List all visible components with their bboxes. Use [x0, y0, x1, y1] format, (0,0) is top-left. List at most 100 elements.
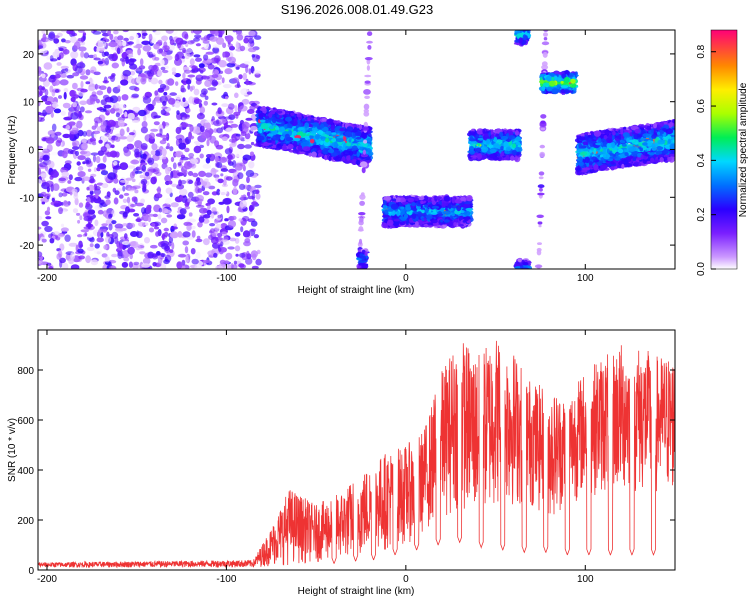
spectrogram-noise-cell [79, 75, 89, 80]
spectrogram-noise-cell [70, 36, 77, 43]
spectrogram-noise-cell [131, 178, 136, 183]
spectrogram-noise-cell [41, 220, 49, 227]
spectrogram-noise-cell [70, 51, 79, 59]
spectrogram-noise-cell [212, 44, 221, 49]
spectrogram-noise-cell [205, 51, 215, 55]
spectrogram-noise-cell [238, 183, 246, 190]
spectrogram-noise-cell [123, 192, 130, 196]
spectrogram-noise-cell [87, 168, 92, 172]
spectrogram-noise-cell [127, 53, 134, 58]
spectrogram-noise-cell [240, 194, 244, 202]
spectrogram-noise-cell [101, 183, 109, 189]
spectrogram-noise-cell [114, 136, 121, 142]
spectrogram-noise-cell [162, 154, 167, 160]
spectrogram-noise-cell [100, 30, 107, 34]
spectrogram-noise-cell [106, 151, 113, 157]
spectrogram-noise-cell [182, 72, 186, 80]
spectrogram-noise-cell [60, 73, 67, 78]
spectrogram-noise-cell [78, 202, 84, 208]
spectrogram-noise-cell [251, 54, 256, 58]
spectrogram-noise-cell [52, 51, 60, 58]
spectrogram-noise-cell [100, 99, 107, 106]
spectrogram-noise-cell [128, 241, 137, 247]
spectrogram-noise-cell [89, 98, 96, 105]
spectrogram-noise-cell [144, 134, 153, 142]
spectrogram-noise-cell [225, 35, 234, 43]
spectrogram-band-3-cell [464, 216, 469, 222]
spectrogram-noise-cell [95, 156, 101, 164]
spectrogram-noise-cell [142, 257, 151, 265]
spectrogram-marks [38, 30, 675, 269]
spectrogram-noise-cell [249, 125, 258, 132]
spectrogram-noise-cell [142, 183, 147, 191]
spectrogram-noise-cell [165, 125, 172, 129]
spectrogram-noise-cell [130, 159, 140, 165]
spectrogram-noise-cell [218, 157, 228, 163]
spectrogram-noise-cell [220, 173, 224, 177]
spectrogram-noise-cell [226, 62, 236, 68]
spectrogram-noise-cell [154, 30, 161, 36]
spectrogram-noise-cell [131, 196, 138, 202]
spectrogram-noise-cell [90, 69, 95, 74]
spectrogram-noise-cell [255, 189, 260, 195]
spectrogram-noise-cell [127, 165, 136, 169]
spectrogram-noise-cell [140, 126, 148, 134]
spectrogram-noise-cell [102, 229, 107, 233]
spectrogram-noise-cell [127, 41, 134, 45]
spectrogram-noise-cell [165, 187, 173, 194]
spectrogram-noise-cell [197, 221, 203, 228]
spectrogram-band-1-cell [360, 192, 365, 197]
spectrogram-noise-cell [122, 223, 128, 227]
spectrogram-noise-cell [121, 94, 129, 101]
spectrogram-noise-cell [248, 211, 253, 216]
spectrogram-band-3-cell [421, 209, 425, 214]
spectrogram-noise-cell [70, 112, 79, 120]
spectrogram-noise-cell [71, 140, 80, 147]
spectrogram-noise-cell [141, 213, 150, 222]
spectrogram-noise-cell [54, 89, 60, 93]
spectrogram-noise-cell [100, 164, 106, 172]
spectrogram-noise-cell [159, 128, 163, 136]
spectrogram-noise-cell [148, 227, 155, 233]
spectrogram-noise-cell [219, 259, 226, 265]
spectrogram-noise-cell [76, 212, 81, 216]
spectrogram-noise-cell [129, 171, 135, 179]
spectrogram-band-0-cell [312, 122, 320, 127]
spectrogram-band-0-cell [311, 151, 317, 158]
spectrogram-noise-cell [220, 241, 224, 247]
spectrogram-noise-cell [55, 139, 61, 147]
spectrogram-noise-cell [58, 207, 64, 215]
spectrogram-noise-cell [96, 182, 104, 186]
spectrogram-band-3-cell [448, 203, 452, 210]
spectrogram-noise-cell [92, 154, 97, 163]
spectrogram-noise-cell [201, 88, 208, 95]
spectrogram-noise-cell [207, 87, 217, 91]
spectrogram-noise-cell [93, 57, 101, 61]
spectrogram-noise-cell [96, 126, 102, 132]
spectrogram-noise-cell [132, 185, 141, 189]
spectrogram-noise-cell [134, 170, 143, 174]
spectrogram-noise-cell [61, 151, 68, 159]
spectrogram-band-0-cell [309, 135, 314, 139]
spectrogram-band-0-cell [304, 140, 310, 145]
spectrogram-noise-cell [195, 57, 202, 62]
spectrogram-noise-cell [175, 81, 179, 86]
spectrogram-noise-cell [118, 243, 124, 249]
spectrogram-noise-cell [165, 180, 170, 186]
spectrogram-noise-cell [221, 136, 228, 141]
spectrogram-noise-cell [195, 43, 201, 47]
spectrogram-noise-cell [202, 163, 212, 169]
spectrogram-noise-cell [155, 251, 161, 256]
spectrogram-noise-cell [195, 204, 205, 208]
spectrogram-noise-cell [111, 253, 118, 258]
spectrogram-band-3-cell [440, 219, 444, 223]
spectrogram-noise-cell [248, 205, 254, 212]
spectrogram-noise-cell [136, 230, 140, 237]
spectrogram-noise-cell [189, 58, 195, 66]
spectrogram-noise-cell [224, 148, 233, 155]
spectrogram-noise-cell [56, 253, 62, 260]
spectrogram-noise-cell [163, 231, 169, 238]
spectrogram-noise-cell [219, 189, 228, 196]
spectrogram-noise-cell [235, 66, 240, 70]
spectrogram-noise-cell [225, 96, 229, 100]
